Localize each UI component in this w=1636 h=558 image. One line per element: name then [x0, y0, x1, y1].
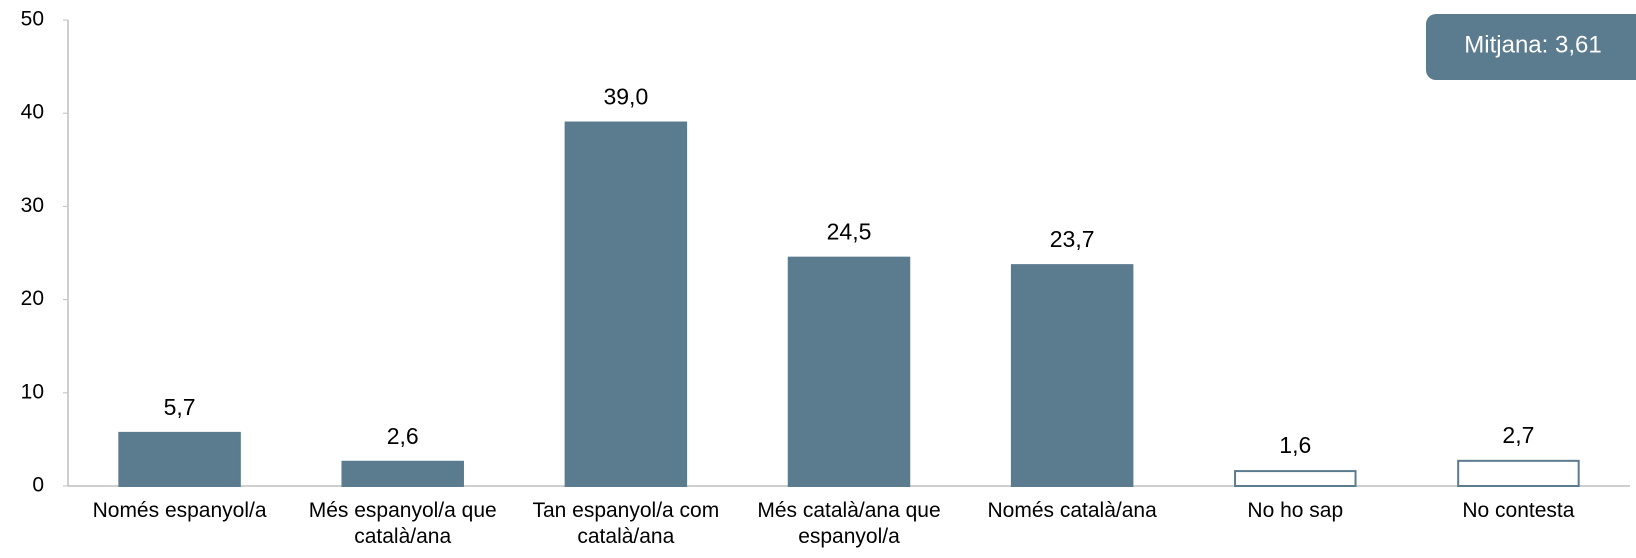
x-tick-label: Només espanyol/a — [92, 499, 267, 522]
x-tick-label: No contesta — [1462, 499, 1575, 522]
x-tick-label: Més espanyol/a que català/ana — [308, 499, 497, 548]
y-tick-label: 0 — [32, 474, 44, 497]
bar — [1457, 459, 1580, 487]
y-tick-label: 40 — [21, 101, 44, 124]
y-tick-label: 20 — [21, 287, 44, 310]
value-label: 2,6 — [387, 423, 419, 449]
bar — [1010, 264, 1134, 487]
value-label: 39,0 — [603, 84, 648, 110]
bar — [1234, 470, 1357, 488]
annotation: Mitjana: 3,61 — [1464, 31, 1601, 58]
value-label: 5,7 — [164, 394, 196, 420]
bar — [341, 460, 464, 488]
bar — [564, 121, 688, 488]
x-tick-label: Només català/ana — [987, 499, 1157, 522]
x-tick-label: Tan espanyol/a com català/ana — [532, 499, 720, 548]
x-tick-label: No ho sap — [1247, 499, 1344, 522]
value-label: 24,5 — [827, 219, 872, 245]
value-label: 1,6 — [1279, 432, 1311, 458]
y-tick-label: 30 — [21, 194, 44, 217]
value-label: 23,7 — [1050, 226, 1095, 252]
annotation-box — [1426, 14, 1636, 80]
bar — [118, 431, 241, 488]
x-tick-label: Més català/ana que espanyol/a — [757, 499, 941, 548]
value-label: 2,7 — [1502, 422, 1534, 448]
bar — [787, 256, 911, 487]
y-tick-label: 50 — [21, 8, 44, 31]
y-tick-label: 10 — [21, 380, 44, 403]
